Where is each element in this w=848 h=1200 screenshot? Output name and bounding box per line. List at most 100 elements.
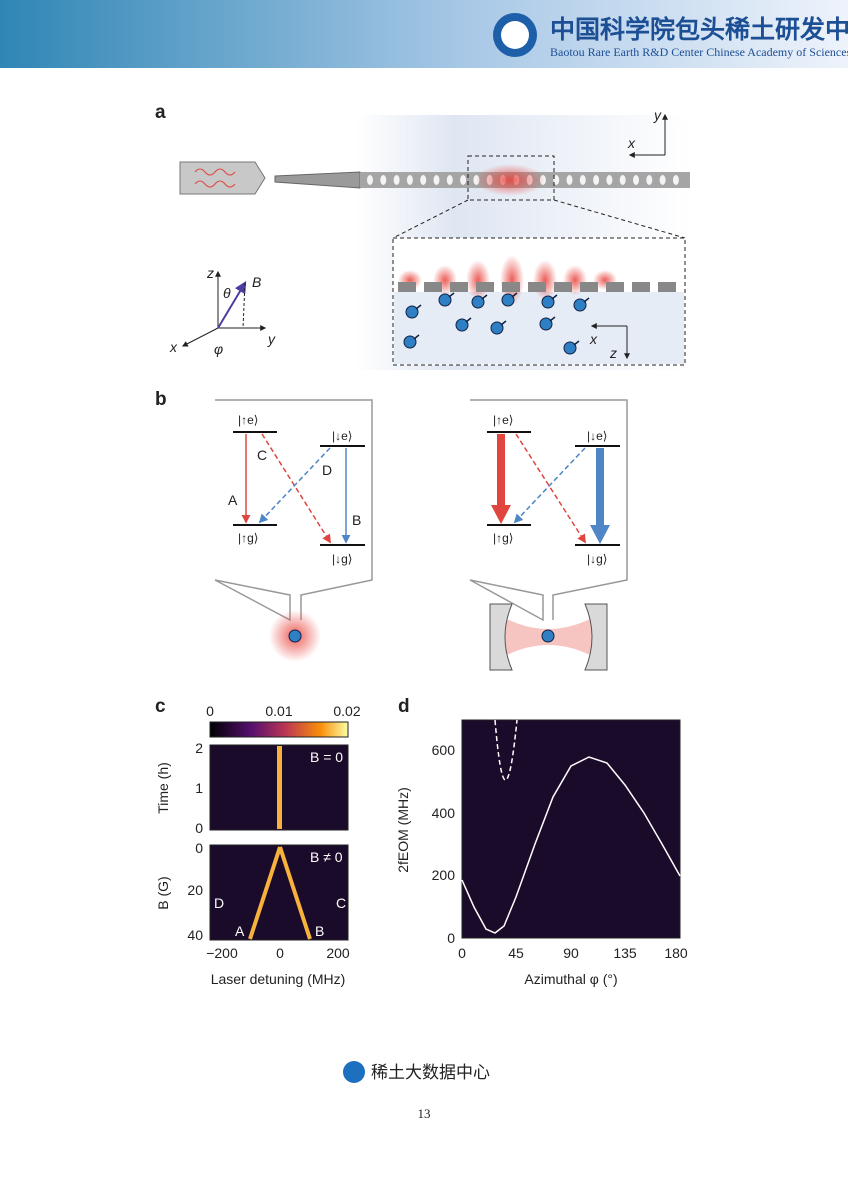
x-tick-label: 90: [563, 945, 579, 961]
transition-label: C: [257, 447, 267, 463]
line-label: D: [214, 895, 224, 911]
ion: [403, 335, 417, 349]
spin: [551, 294, 558, 300]
header-band: [0, 0, 848, 68]
ion: [471, 295, 485, 309]
axis-label: y: [653, 107, 662, 123]
mirror: [584, 603, 608, 671]
hole: [460, 175, 467, 185]
panel-label: b: [155, 389, 167, 410]
hole: [672, 175, 679, 185]
mode-lobe: [466, 260, 490, 300]
colorbar-tick: 0.01: [265, 703, 292, 719]
axis-label: B: [252, 274, 261, 290]
transition-label: D: [322, 462, 332, 478]
field-vector: [217, 280, 247, 329]
footer-brand: 稀土大数据中心: [371, 1063, 490, 1083]
state-label: |↑g⟩: [493, 531, 513, 545]
hole: [646, 175, 653, 185]
mode: [475, 164, 545, 196]
spin: [500, 320, 507, 326]
panel-label: c: [155, 696, 166, 717]
colorbar: [209, 721, 349, 738]
projection: [218, 282, 246, 329]
transition: [258, 447, 331, 524]
mirror: [489, 603, 513, 671]
state-label: |↓e⟩: [332, 429, 352, 443]
state-label: |↓g⟩: [587, 552, 607, 566]
x-tick-label: 45: [508, 945, 524, 961]
header-subtitle: Baotou Rare Earth R&D Center Chinese Aca…: [550, 45, 848, 59]
hole: [619, 175, 626, 185]
spin: [413, 334, 420, 340]
ion: [501, 293, 515, 307]
x-tick-label: 0: [458, 945, 466, 961]
inset-substrate: [394, 292, 684, 364]
panel-a: a y x z B θ x y φ x z: [155, 102, 690, 370]
line-label: A: [235, 923, 245, 939]
transition: [491, 434, 511, 524]
heatmap-line: [277, 746, 282, 829]
x-tick-label: 200: [326, 945, 350, 961]
header-title: 中国科学院包头稀土研发中心: [550, 15, 848, 44]
fit-curve-dashed: [494, 719, 518, 781]
heatmap: [461, 719, 681, 939]
y-axis-label: Time (h): [155, 762, 171, 814]
ion: [541, 295, 555, 309]
spin: [481, 294, 488, 300]
ion: [405, 305, 419, 319]
page-number: 13: [418, 1106, 431, 1121]
hole: [367, 175, 373, 185]
hole: [579, 175, 586, 185]
y-tick-label: 1: [195, 780, 203, 796]
hole: [593, 175, 600, 185]
spin: [465, 317, 472, 323]
hole: [380, 175, 387, 185]
mode-lobe: [500, 255, 524, 305]
panel-c: c 0 0.01 0.02 B = 0 Time (h) 2 1 0 B ≠ 0…: [155, 696, 361, 987]
spin: [448, 292, 455, 298]
transition: [261, 433, 331, 544]
hole: [406, 175, 413, 185]
state-label: |↓g⟩: [332, 552, 352, 566]
wave: [194, 168, 236, 176]
x-tick-label: 180: [664, 945, 688, 961]
axis-arrow: [181, 327, 219, 347]
hole: [606, 175, 613, 185]
axis-label: x: [169, 339, 178, 355]
panel-label: d: [398, 696, 410, 717]
colorbar-tick: 0.02: [333, 703, 360, 719]
hole: [566, 175, 573, 185]
outline: [469, 399, 628, 622]
y-tick-label: 600: [432, 742, 456, 758]
logo-inner: [501, 21, 529, 49]
zoom-line: [392, 199, 469, 239]
x-tick-label: 135: [613, 945, 637, 961]
y-tick-label: 20: [187, 882, 203, 898]
spin: [583, 297, 590, 303]
mode-lobe: [533, 260, 557, 300]
ion: [438, 293, 452, 307]
axis-label: z: [609, 345, 617, 361]
ion: [541, 629, 555, 643]
holes: [367, 175, 679, 185]
fiber: [179, 161, 266, 195]
line-label: B: [315, 923, 324, 939]
x-tick-label: 0: [276, 945, 284, 961]
annotation: B ≠ 0: [310, 849, 343, 865]
x-axis-label: Azimuthal φ (°): [524, 971, 617, 987]
spin: [573, 340, 580, 346]
annotation: B = 0: [310, 749, 343, 765]
y-tick-label: 200: [432, 867, 456, 883]
line-label: C: [336, 895, 346, 911]
ion: [288, 629, 302, 643]
y-axis-label: B (G): [155, 876, 171, 909]
fit-curve: [461, 756, 681, 934]
transition: [513, 447, 586, 524]
panel-d: d 2fEOM (MHz) 0 200 400 600 0 45 90 135 …: [395, 696, 688, 987]
axis-label: x: [627, 135, 636, 151]
axis-label: φ: [214, 341, 223, 357]
transition-label: B: [352, 512, 361, 528]
